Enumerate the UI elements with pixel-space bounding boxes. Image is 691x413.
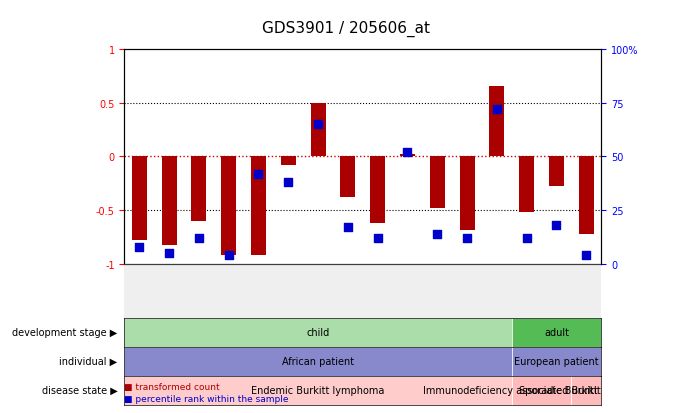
Text: development stage ▶: development stage ▶: [12, 328, 117, 337]
Point: [580, 252, 591, 259]
Point: [432, 231, 443, 237]
Bar: [512, 376, 571, 405]
Point: [283, 179, 294, 186]
Bar: [191, 157, 207, 221]
Text: disease state ▶: disease state ▶: [41, 385, 117, 395]
Text: Sporadic Burkitt lymphoma: Sporadic Burkitt lymphoma: [520, 385, 653, 395]
Bar: [519, 157, 534, 213]
Bar: [512, 318, 601, 347]
Bar: [132, 157, 146, 241]
Bar: [311, 103, 325, 157]
Bar: [571, 376, 601, 405]
Point: [134, 244, 145, 250]
Bar: [124, 318, 512, 347]
Point: [491, 107, 502, 113]
Text: Immunodeficiency associated Burkitt lymphoma: Immunodeficiency associated Burkitt lymp…: [424, 385, 660, 395]
Point: [193, 235, 205, 242]
Bar: [251, 157, 266, 256]
Text: GDS3901 / 205606_at: GDS3901 / 205606_at: [261, 21, 430, 37]
Text: adult: adult: [544, 328, 569, 337]
Point: [551, 222, 562, 229]
Text: ■ transformed count: ■ transformed count: [124, 382, 220, 391]
Bar: [489, 87, 504, 157]
Point: [521, 235, 532, 242]
Bar: [400, 155, 415, 157]
Bar: [460, 157, 475, 230]
Text: individual ▶: individual ▶: [59, 356, 117, 366]
Bar: [221, 157, 236, 256]
Point: [462, 235, 473, 242]
Bar: [124, 347, 512, 376]
Bar: [579, 157, 594, 234]
Point: [253, 171, 264, 178]
Bar: [370, 157, 385, 223]
Bar: [162, 157, 176, 245]
Point: [372, 235, 384, 242]
Bar: [430, 157, 445, 209]
Text: ■ percentile rank within the sample: ■ percentile rank within the sample: [124, 394, 289, 403]
Bar: [512, 347, 601, 376]
Point: [312, 121, 323, 128]
Bar: [341, 157, 355, 198]
Point: [223, 252, 234, 259]
Text: child: child: [306, 328, 330, 337]
Bar: [281, 157, 296, 166]
Text: African patient: African patient: [282, 356, 354, 366]
Text: European patient: European patient: [514, 356, 599, 366]
Point: [402, 150, 413, 156]
Text: Endemic Burkitt lymphoma: Endemic Burkitt lymphoma: [252, 385, 385, 395]
Bar: [549, 157, 564, 187]
Point: [342, 225, 353, 231]
Bar: [124, 376, 512, 405]
Point: [164, 250, 175, 257]
